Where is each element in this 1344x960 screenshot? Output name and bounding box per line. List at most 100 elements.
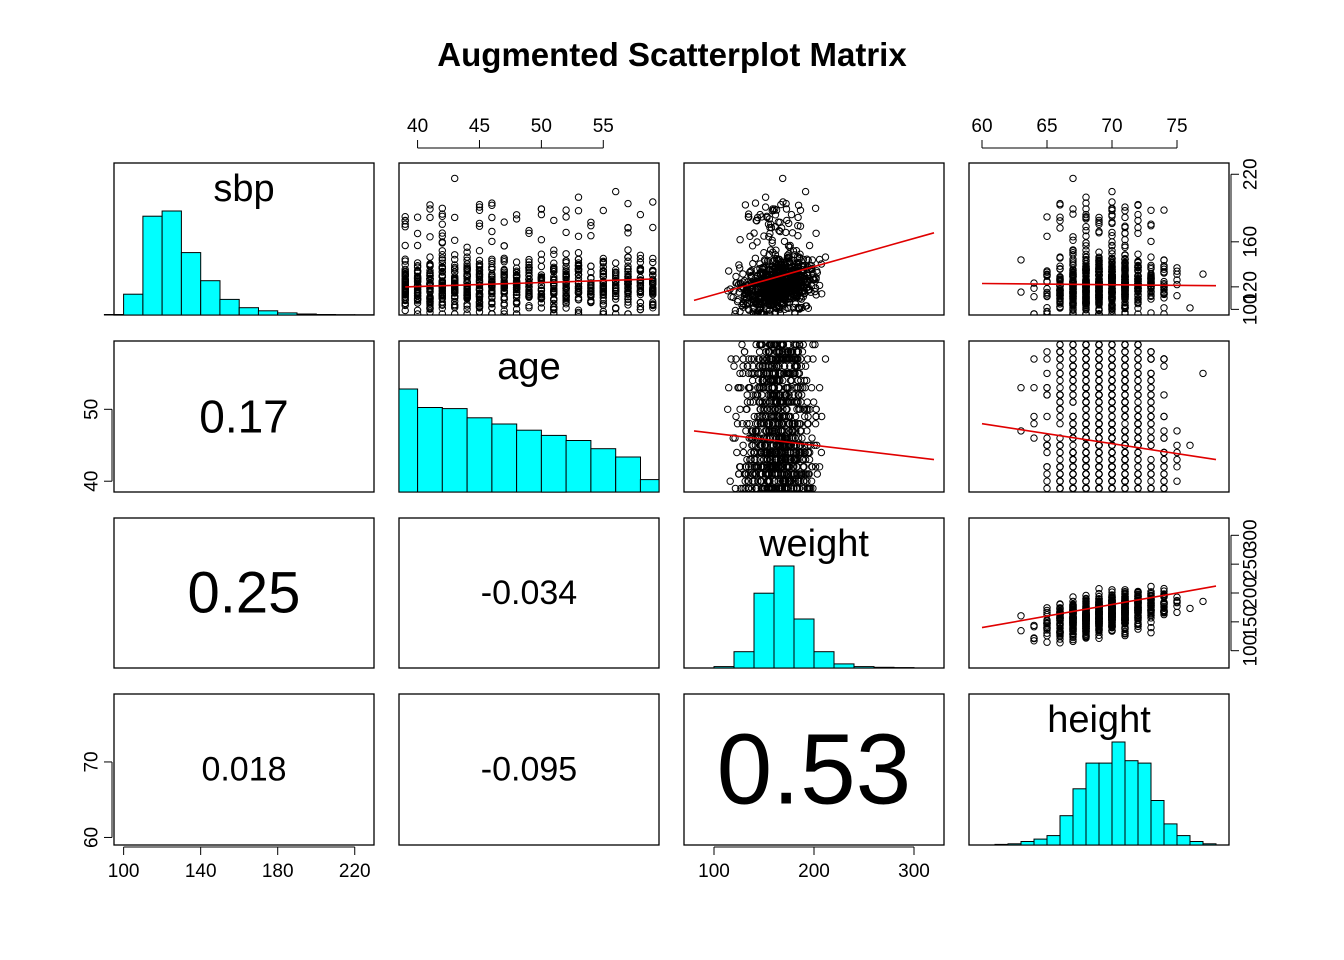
scatter-point (746, 398, 754, 406)
scatter-point (808, 282, 816, 290)
scatter-point (562, 298, 570, 306)
scatter-point (1082, 470, 1090, 478)
scatter-point (413, 310, 422, 315)
scatter-point (1134, 455, 1142, 464)
scatter-point (1069, 299, 1077, 307)
scatter-point (804, 412, 812, 421)
scatter-point (765, 215, 774, 223)
scatter-point (1147, 309, 1155, 315)
scatter-point (512, 215, 521, 223)
scatter-point (1121, 384, 1129, 392)
scatter-point (794, 222, 802, 230)
scatter-point (798, 434, 806, 442)
scatter-point (587, 262, 595, 270)
scatter-point (1082, 348, 1090, 356)
scatter-point (784, 348, 793, 356)
scatter-point (1069, 246, 1077, 254)
scatter-point (752, 470, 760, 478)
scatter-point (733, 448, 741, 457)
scatter-point (500, 254, 508, 262)
scatter-point (599, 270, 607, 278)
scatter-point (791, 369, 799, 378)
scatter-point (796, 222, 805, 230)
scatter-point (797, 427, 805, 435)
scatter-point (1160, 288, 1168, 296)
scatter-point (1056, 295, 1064, 303)
scatter-point (747, 267, 755, 275)
scatter-point (463, 305, 471, 313)
scatter-point (752, 463, 760, 471)
scatter-point (755, 348, 764, 356)
scatter-point (438, 264, 446, 272)
scatter-point (1134, 405, 1142, 413)
scatter-point (1134, 448, 1142, 457)
scatter-point (1134, 295, 1142, 303)
scatter-point (760, 455, 768, 464)
scatter-point (802, 405, 811, 413)
scatter-point (599, 310, 607, 315)
scatter-point (752, 484, 760, 492)
scatter-point (451, 310, 459, 315)
scatter-point (745, 484, 753, 492)
scatter-point (624, 268, 632, 276)
scatter-point (780, 448, 788, 457)
scatter-point (767, 427, 775, 435)
scatter-point (1108, 434, 1116, 442)
scatter-point (1069, 236, 1077, 245)
scatter-point (574, 193, 583, 201)
scatter-point (1043, 441, 1051, 449)
scatter-point (537, 256, 546, 264)
scatter-point (426, 298, 434, 306)
scatter-point (1108, 477, 1116, 485)
scatter-point (821, 355, 830, 363)
scatter-point (1082, 405, 1090, 413)
scatter-point (451, 255, 459, 264)
scatter-point (768, 441, 777, 449)
scatter-point (805, 455, 814, 464)
scatter-point (463, 283, 471, 291)
scatter-point (765, 250, 773, 259)
scatter-point (1082, 310, 1090, 315)
scatter-point (769, 248, 777, 256)
scatter-point (413, 241, 422, 250)
scatter-point (1043, 232, 1051, 241)
scatter-point (778, 412, 787, 421)
scatter-point (760, 405, 769, 413)
scatter-point (488, 199, 496, 207)
scatter-point (488, 299, 496, 307)
scatter-point (1069, 369, 1077, 378)
scatter-point (550, 285, 558, 293)
scatter-point (1056, 455, 1064, 464)
scatter-point (1095, 463, 1103, 471)
scatter-point (791, 434, 799, 442)
scatter-point (1134, 341, 1142, 349)
scatter-point (1043, 285, 1051, 293)
scatter-point (739, 484, 747, 492)
scatter-point (624, 295, 632, 303)
scatter-point (401, 285, 409, 293)
scatter-point (512, 272, 521, 281)
scatter-point (1121, 405, 1129, 413)
scatter-point (525, 258, 533, 266)
scatter-point (1030, 293, 1038, 301)
scatter-point (413, 263, 422, 271)
scatter-point (804, 256, 812, 264)
scatter-point (750, 229, 758, 237)
scatter-point (1069, 289, 1077, 298)
scatter-point (401, 265, 409, 274)
scatter-point (753, 420, 762, 428)
scatter-point (765, 484, 774, 492)
scatter-point (753, 272, 762, 281)
scatter-point (733, 420, 742, 428)
scatter-point (1147, 348, 1155, 356)
scatter-point (1121, 263, 1129, 272)
scatter-point (743, 398, 752, 406)
scatter-point (1043, 348, 1051, 356)
scatter-point (774, 470, 782, 478)
scatter-point (1108, 218, 1116, 226)
scatter-point (1082, 362, 1090, 370)
scatter-point (801, 362, 810, 370)
scatter-point (1160, 269, 1168, 277)
scatter-point (413, 292, 422, 300)
scatter-point (1121, 298, 1129, 307)
